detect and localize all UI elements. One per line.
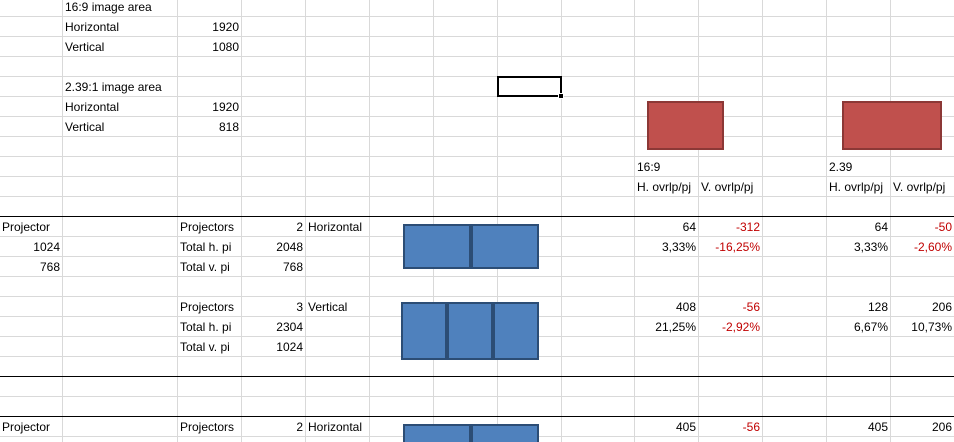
- gridline: [0, 276, 954, 277]
- orientation-label[interactable]: Horizontal: [308, 220, 363, 234]
- gridline: [0, 56, 954, 57]
- gridline: [305, 0, 306, 442]
- row-border: [0, 216, 954, 217]
- row-border: [0, 416, 954, 417]
- vertical-value[interactable]: 1080: [212, 40, 239, 54]
- gridline: [241, 0, 242, 442]
- projector-shape[interactable]: [493, 302, 539, 360]
- gridline: [561, 0, 562, 442]
- image-area-239-label[interactable]: 2.39:1 image area: [65, 80, 162, 94]
- h-overlap-header[interactable]: H. ovrlp/pj: [829, 180, 884, 194]
- g2-v-overlap[interactable]: 206: [931, 420, 952, 434]
- g1-v-overlap[interactable]: -56: [742, 300, 760, 314]
- red-shape-16-9[interactable]: [647, 101, 724, 150]
- horizontal-value[interactable]: 1920: [212, 100, 239, 114]
- gridline: [762, 0, 763, 442]
- horizontal-label[interactable]: Horizontal: [65, 20, 120, 34]
- horizontal-value[interactable]: 1920: [212, 20, 239, 34]
- total-h-label[interactable]: Total h. pi: [180, 320, 232, 334]
- g1-v-overlap-pct[interactable]: -2,92%: [721, 320, 760, 334]
- projector-res-v[interactable]: 768: [39, 260, 60, 274]
- g2-v-overlap-pct[interactable]: 10,73%: [911, 320, 952, 334]
- gridline: [0, 36, 954, 37]
- vertical-value[interactable]: 818: [218, 120, 239, 134]
- gridline: [634, 0, 635, 442]
- gridline: [0, 116, 954, 117]
- vertical-label[interactable]: Vertical: [65, 40, 105, 54]
- projectors-label[interactable]: Projectors: [180, 420, 235, 434]
- projectors-count[interactable]: 2: [296, 220, 303, 234]
- gridline: [369, 0, 370, 442]
- h-overlap-header[interactable]: H. ovrlp/pj: [637, 180, 692, 194]
- projector-shape[interactable]: [471, 424, 539, 442]
- total-v-value[interactable]: 768: [282, 260, 303, 274]
- orientation-label[interactable]: Horizontal: [308, 420, 363, 434]
- g2-h-overlap-pct[interactable]: 3,33%: [853, 240, 888, 254]
- vertical-label[interactable]: Vertical: [65, 120, 105, 134]
- g2-v-overlap[interactable]: -50: [934, 220, 952, 234]
- active-cell-selection[interactable]: [497, 76, 562, 97]
- gridline: [0, 196, 954, 197]
- red-shape-239[interactable]: [842, 101, 942, 150]
- projector-label[interactable]: Projector: [2, 220, 51, 234]
- image-area-16-9-label[interactable]: 16:9 image area: [65, 0, 152, 14]
- projectors-label[interactable]: Projectors: [180, 220, 235, 234]
- projector-shape[interactable]: [471, 224, 539, 269]
- total-h-value[interactable]: 2304: [276, 320, 303, 334]
- g2-v-overlap-pct[interactable]: -2,60%: [913, 240, 952, 254]
- gridline: [0, 396, 954, 397]
- fill-handle[interactable]: [558, 93, 564, 99]
- total-v-value[interactable]: 1024: [276, 340, 303, 354]
- projector-label[interactable]: Projector: [2, 420, 51, 434]
- gridline: [698, 0, 699, 442]
- g2-v-overlap[interactable]: 206: [931, 300, 952, 314]
- gridline: [177, 0, 178, 442]
- v-overlap-header[interactable]: V. ovrlp/pj: [701, 180, 754, 194]
- gridline: [0, 136, 954, 137]
- projector-shape[interactable]: [447, 302, 493, 360]
- gridline: [497, 0, 498, 442]
- g1-h-overlap[interactable]: 405: [675, 420, 696, 434]
- total-v-label[interactable]: Total v. pi: [180, 260, 230, 274]
- v-overlap-header[interactable]: V. ovrlp/pj: [893, 180, 946, 194]
- group-239-title[interactable]: 2.39: [829, 160, 853, 174]
- gridline: [0, 296, 954, 297]
- gridline: [0, 156, 954, 157]
- g1-h-overlap[interactable]: 64: [682, 220, 696, 234]
- g1-v-overlap-pct[interactable]: -16,25%: [715, 240, 760, 254]
- gridline: [826, 0, 827, 442]
- projectors-count[interactable]: 2: [296, 420, 303, 434]
- gridline: [0, 16, 954, 17]
- projector-res-h[interactable]: 1024: [33, 240, 60, 254]
- gridline: [890, 0, 891, 442]
- g2-h-overlap[interactable]: 405: [867, 420, 888, 434]
- projector-shape[interactable]: [401, 302, 447, 360]
- g1-h-overlap[interactable]: 408: [675, 300, 696, 314]
- gridline: [0, 176, 954, 177]
- g2-h-overlap-pct[interactable]: 6,67%: [853, 320, 888, 334]
- g1-h-overlap-pct[interactable]: 21,25%: [655, 320, 696, 334]
- projector-shape[interactable]: [403, 224, 471, 269]
- projectors-label[interactable]: Projectors: [180, 300, 235, 314]
- total-v-label[interactable]: Total v. pi: [180, 340, 230, 354]
- total-h-label[interactable]: Total h. pi: [180, 240, 232, 254]
- orientation-label[interactable]: Vertical: [308, 300, 348, 314]
- g2-h-overlap[interactable]: 128: [867, 300, 888, 314]
- g1-h-overlap-pct[interactable]: 3,33%: [661, 240, 696, 254]
- g1-v-overlap[interactable]: -56: [742, 420, 760, 434]
- gridline: [62, 0, 63, 442]
- gridline: [0, 76, 954, 77]
- g2-h-overlap[interactable]: 64: [874, 220, 888, 234]
- group-16-9-title[interactable]: 16:9: [637, 160, 661, 174]
- row-border: [0, 376, 954, 377]
- projectors-count[interactable]: 3: [296, 300, 303, 314]
- projector-shape[interactable]: [403, 424, 471, 442]
- gridline: [433, 0, 434, 442]
- total-h-value[interactable]: 2048: [276, 240, 303, 254]
- horizontal-label[interactable]: Horizontal: [65, 100, 120, 114]
- gridline: [0, 96, 954, 97]
- g1-v-overlap[interactable]: -312: [735, 220, 760, 234]
